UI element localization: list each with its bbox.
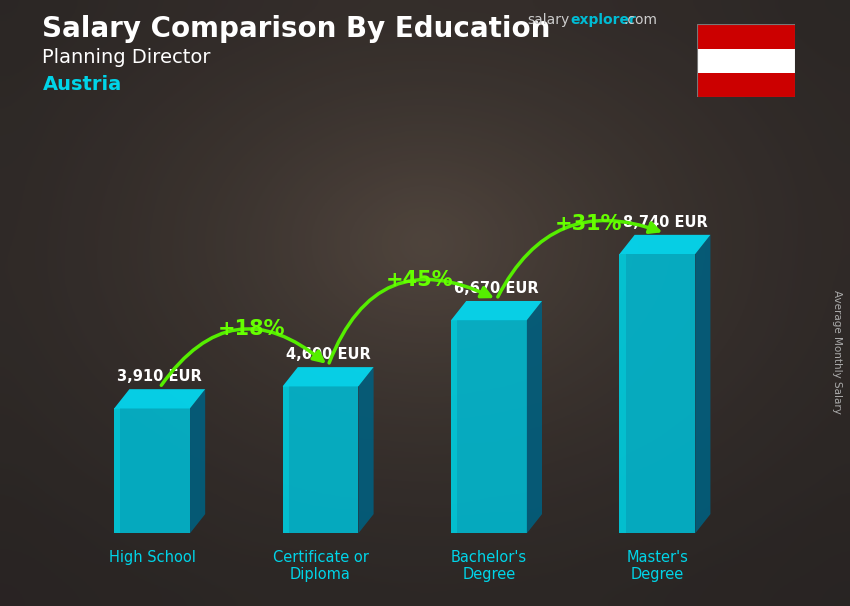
Text: 4,600 EUR: 4,600 EUR bbox=[286, 347, 371, 362]
FancyArrowPatch shape bbox=[162, 329, 323, 385]
Polygon shape bbox=[359, 367, 374, 533]
FancyArrowPatch shape bbox=[498, 221, 659, 297]
Bar bbox=[283, 386, 289, 533]
Text: +45%: +45% bbox=[386, 270, 454, 290]
Polygon shape bbox=[283, 367, 374, 386]
Text: +18%: +18% bbox=[218, 319, 286, 339]
Bar bbox=[697, 73, 795, 97]
Text: Austria: Austria bbox=[42, 75, 122, 94]
Text: .com: .com bbox=[624, 13, 658, 27]
Bar bbox=[283, 386, 359, 533]
Text: explorer: explorer bbox=[570, 13, 636, 27]
Bar bbox=[697, 24, 795, 48]
Bar bbox=[114, 408, 190, 533]
Text: Salary Comparison By Education: Salary Comparison By Education bbox=[42, 15, 551, 43]
Text: salary: salary bbox=[527, 13, 570, 27]
Text: Average Monthly Salary: Average Monthly Salary bbox=[832, 290, 842, 413]
Bar bbox=[114, 408, 121, 533]
Polygon shape bbox=[190, 389, 205, 533]
Text: 3,910 EUR: 3,910 EUR bbox=[117, 370, 202, 384]
Polygon shape bbox=[451, 301, 542, 320]
Polygon shape bbox=[620, 235, 711, 254]
Polygon shape bbox=[114, 389, 205, 408]
FancyArrowPatch shape bbox=[329, 279, 490, 363]
Bar bbox=[451, 320, 457, 533]
Bar bbox=[451, 320, 527, 533]
Bar bbox=[620, 254, 695, 533]
Text: 8,740 EUR: 8,740 EUR bbox=[622, 215, 707, 230]
Text: 6,670 EUR: 6,670 EUR bbox=[454, 281, 539, 296]
Text: +31%: +31% bbox=[554, 214, 622, 234]
Bar bbox=[620, 254, 626, 533]
Polygon shape bbox=[527, 301, 542, 533]
Text: Planning Director: Planning Director bbox=[42, 48, 211, 67]
Polygon shape bbox=[695, 235, 711, 533]
